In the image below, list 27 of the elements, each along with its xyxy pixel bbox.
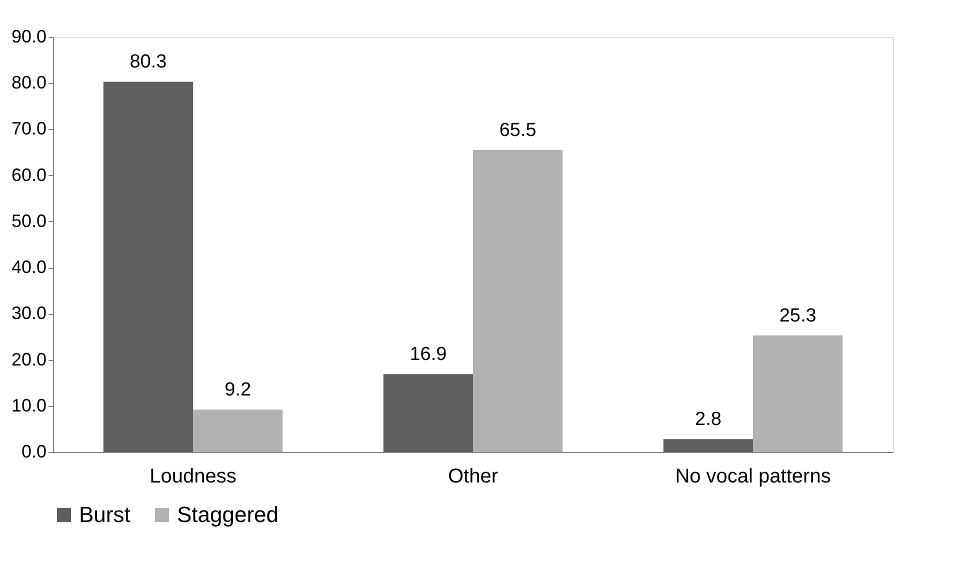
x-tick-label: Other bbox=[448, 466, 498, 488]
bar bbox=[753, 335, 843, 452]
y-tick-label: 90.0 bbox=[11, 26, 46, 46]
y-tick-label: 0.0 bbox=[21, 442, 46, 462]
bar bbox=[103, 82, 193, 452]
x-tick-label: No vocal patterns bbox=[675, 466, 831, 488]
y-tick-label: 60.0 bbox=[11, 164, 46, 185]
data-label: 65.5 bbox=[499, 120, 536, 141]
legend-label: Burst bbox=[79, 502, 130, 527]
data-label: 2.8 bbox=[694, 409, 722, 430]
data-label: 16.9 bbox=[410, 344, 447, 366]
x-tick-label: Loudness bbox=[150, 466, 236, 488]
y-tick-label: 50.0 bbox=[11, 210, 46, 231]
bar bbox=[663, 439, 753, 452]
data-label: 80.3 bbox=[130, 52, 167, 73]
legend-label: Staggered bbox=[177, 502, 279, 527]
bar bbox=[473, 150, 563, 452]
y-tick-label: 10.0 bbox=[11, 395, 46, 416]
y-tick-label: 80.0 bbox=[11, 72, 46, 93]
bar bbox=[193, 410, 283, 452]
bar bbox=[383, 374, 473, 452]
data-label: 25.3 bbox=[779, 305, 816, 326]
y-tick-label: 20.0 bbox=[11, 349, 46, 370]
y-tick-label: 70.0 bbox=[11, 118, 46, 139]
y-tick-label: 40.0 bbox=[11, 257, 46, 278]
data-label: 9.2 bbox=[224, 380, 252, 401]
y-tick-label: 30.0 bbox=[11, 303, 46, 324]
